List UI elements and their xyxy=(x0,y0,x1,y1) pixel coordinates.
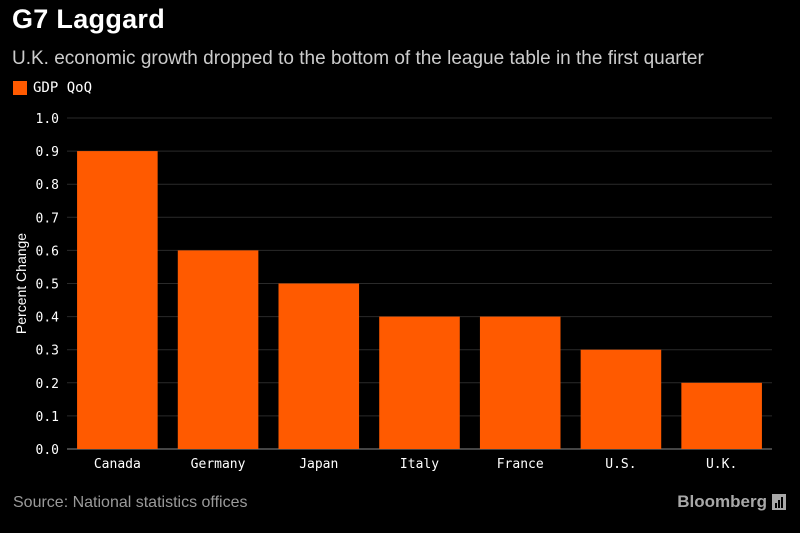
y-tick-label: 0.6 xyxy=(36,244,59,259)
bar-uk xyxy=(681,382,762,449)
x-tick-label: Canada xyxy=(94,457,141,472)
y-tick-label: 0.5 xyxy=(36,278,59,293)
y-tick-label: 0.2 xyxy=(36,377,59,392)
x-tick-label: Germany xyxy=(191,457,246,472)
x-tick-label: U.S. xyxy=(605,457,636,472)
x-tick-label: U.K. xyxy=(706,457,737,472)
y-tick-label: 0.3 xyxy=(36,344,59,359)
brand-logo: Bloomberg xyxy=(677,492,786,512)
chart-title: G7 Laggard xyxy=(12,4,166,34)
x-tick-label: France xyxy=(497,457,544,472)
bar-japan xyxy=(278,283,360,449)
legend-swatch xyxy=(13,81,27,95)
brand-name: Bloomberg xyxy=(677,492,767,511)
legend: GDP QoQ xyxy=(13,80,92,96)
bar-france xyxy=(479,316,561,449)
bar-italy xyxy=(379,316,460,449)
y-tick-label: 0.0 xyxy=(36,443,59,458)
bar-us xyxy=(580,349,662,449)
y-tick-label: 0.9 xyxy=(36,145,59,160)
chart-subtitle: U.K. economic growth dropped to the bott… xyxy=(12,48,704,69)
y-tick-label: 0.4 xyxy=(36,311,60,326)
bar-canada xyxy=(77,151,158,449)
bar-germany xyxy=(177,250,259,449)
y-tick-label: 0.7 xyxy=(36,211,59,226)
x-tick-label: Japan xyxy=(299,457,338,472)
y-tick-label: 0.1 xyxy=(36,410,59,425)
x-tick-label: Italy xyxy=(400,457,439,472)
source-note: Source: National statistics offices xyxy=(13,494,248,511)
legend-label: GDP QoQ xyxy=(33,80,93,96)
y-tick-label: 0.8 xyxy=(36,178,59,193)
bar-chart-icon xyxy=(772,494,786,510)
y-tick-label: 1.0 xyxy=(36,112,59,127)
y-axis-label: Percent Change xyxy=(13,233,29,334)
